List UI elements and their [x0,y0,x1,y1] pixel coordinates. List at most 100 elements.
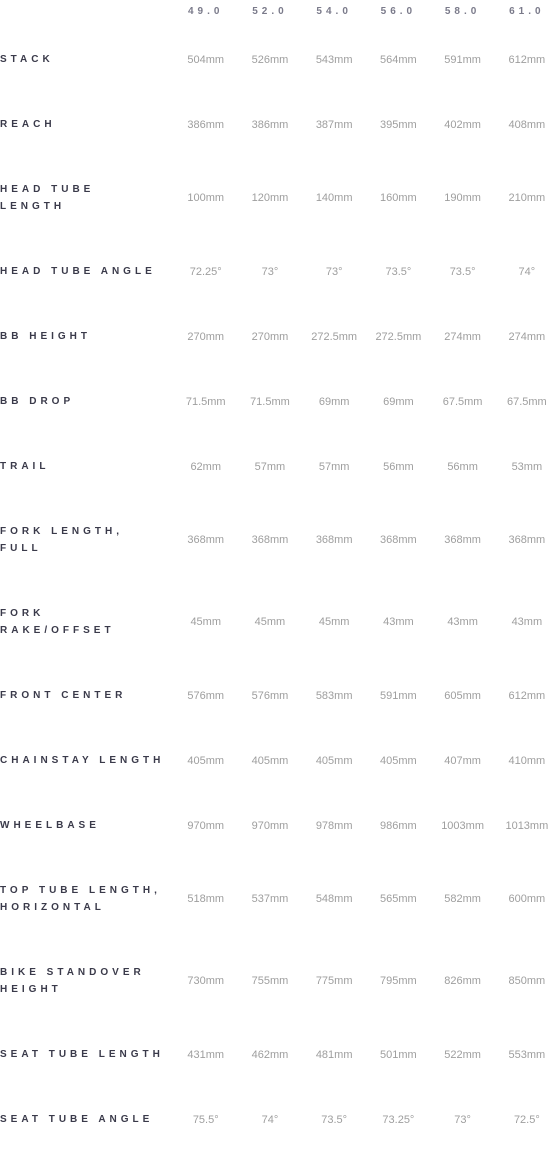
data-cell: 71.5mm [174,369,238,434]
table-row: BIKE STANDOVER HEIGHT730mm755mm775mm795m… [0,940,559,1022]
data-cell: 74° [238,1087,302,1152]
data-cell: 408mm [495,92,559,157]
data-cell: 368mm [366,499,430,581]
data-cell: 73.5° [302,1087,366,1152]
row-label: STACK [0,27,174,92]
data-cell: 605mm [430,663,494,728]
data-cell: 274mm [430,304,494,369]
data-cell: 368mm [174,499,238,581]
data-cell: 405mm [302,728,366,793]
data-cell: 57mm [238,434,302,499]
data-cell: 120mm [238,157,302,239]
table-row: REACH386mm386mm387mm395mm402mm408mm [0,92,559,157]
data-cell: 190mm [430,157,494,239]
data-cell: 69mm [366,369,430,434]
data-cell: 405mm [238,728,302,793]
data-cell: 387mm [302,92,366,157]
data-cell: 72.25° [174,239,238,304]
data-cell: 210mm [495,157,559,239]
table-row: BB DROP71.5mm71.5mm69mm69mm67.5mm67.5mm [0,369,559,434]
data-cell: 272.5mm [302,304,366,369]
data-cell: 368mm [430,499,494,581]
data-cell: 504mm [174,27,238,92]
geometry-table: 49.0 52.0 54.0 56.0 58.0 61.0 STACK504mm… [0,0,559,1152]
data-cell: 75.5° [174,1087,238,1152]
data-cell: 565mm [366,858,430,940]
data-cell: 518mm [174,858,238,940]
data-cell: 368mm [302,499,366,581]
data-cell: 1013mm [495,793,559,858]
row-label: BB DROP [0,369,174,434]
data-cell: 612mm [495,27,559,92]
data-cell: 970mm [174,793,238,858]
data-cell: 410mm [495,728,559,793]
data-cell: 56mm [366,434,430,499]
table-row: CHAINSTAY LENGTH405mm405mm405mm405mm407m… [0,728,559,793]
row-label: FORK LENGTH, FULL [0,499,174,581]
row-label: TOP TUBE LENGTH, HORIZONTAL [0,858,174,940]
data-cell: 160mm [366,157,430,239]
data-cell: 43mm [495,581,559,663]
table-row: FORK LENGTH, FULL368mm368mm368mm368mm368… [0,499,559,581]
data-cell: 537mm [238,858,302,940]
row-label: CHAINSTAY LENGTH [0,728,174,793]
row-label: TRAIL [0,434,174,499]
data-cell: 67.5mm [495,369,559,434]
data-cell: 368mm [238,499,302,581]
table-row: HEAD TUBE LENGTH100mm120mm140mm160mm190m… [0,157,559,239]
data-cell: 582mm [430,858,494,940]
row-label: SEAT TUBE LENGTH [0,1022,174,1087]
data-cell: 775mm [302,940,366,1022]
data-cell: 43mm [366,581,430,663]
data-cell: 69mm [302,369,366,434]
row-label: FRONT CENTER [0,663,174,728]
data-cell: 368mm [495,499,559,581]
row-label: BB HEIGHT [0,304,174,369]
header-size: 54.0 [302,0,366,27]
data-cell: 272.5mm [366,304,430,369]
header-size: 52.0 [238,0,302,27]
table-row: STACK504mm526mm543mm564mm591mm612mm [0,27,559,92]
data-cell: 386mm [238,92,302,157]
data-cell: 71.5mm [238,369,302,434]
data-cell: 270mm [238,304,302,369]
table-row: WHEELBASE970mm970mm978mm986mm1003mm1013m… [0,793,559,858]
data-cell: 53mm [495,434,559,499]
data-cell: 462mm [238,1022,302,1087]
data-cell: 73.5° [366,239,430,304]
data-cell: 1003mm [430,793,494,858]
data-cell: 600mm [495,858,559,940]
data-cell: 62mm [174,434,238,499]
table-row: TOP TUBE LENGTH, HORIZONTAL518mm537mm548… [0,858,559,940]
row-label: FORK RAKE/OFFSET [0,581,174,663]
row-label: BIKE STANDOVER HEIGHT [0,940,174,1022]
data-cell: 100mm [174,157,238,239]
table-row: HEAD TUBE ANGLE72.25°73°73°73.5°73.5°74° [0,239,559,304]
header-blank [0,0,174,27]
data-cell: 543mm [302,27,366,92]
data-cell: 73° [302,239,366,304]
data-cell: 73.5° [430,239,494,304]
data-cell: 72.5° [495,1087,559,1152]
data-cell: 395mm [366,92,430,157]
data-cell: 548mm [302,858,366,940]
data-cell: 45mm [238,581,302,663]
data-cell: 612mm [495,663,559,728]
data-cell: 481mm [302,1022,366,1087]
data-cell: 405mm [366,728,430,793]
data-cell: 526mm [238,27,302,92]
data-cell: 970mm [238,793,302,858]
data-cell: 553mm [495,1022,559,1087]
data-cell: 57mm [302,434,366,499]
table-row: SEAT TUBE LENGTH431mm462mm481mm501mm522m… [0,1022,559,1087]
table-row: FRONT CENTER576mm576mm583mm591mm605mm612… [0,663,559,728]
data-cell: 45mm [174,581,238,663]
row-label: REACH [0,92,174,157]
data-cell: 795mm [366,940,430,1022]
data-cell: 522mm [430,1022,494,1087]
table-row: FORK RAKE/OFFSET45mm45mm45mm43mm43mm43mm [0,581,559,663]
row-label: SEAT TUBE ANGLE [0,1087,174,1152]
row-label: HEAD TUBE ANGLE [0,239,174,304]
row-label: WHEELBASE [0,793,174,858]
header-size: 49.0 [174,0,238,27]
